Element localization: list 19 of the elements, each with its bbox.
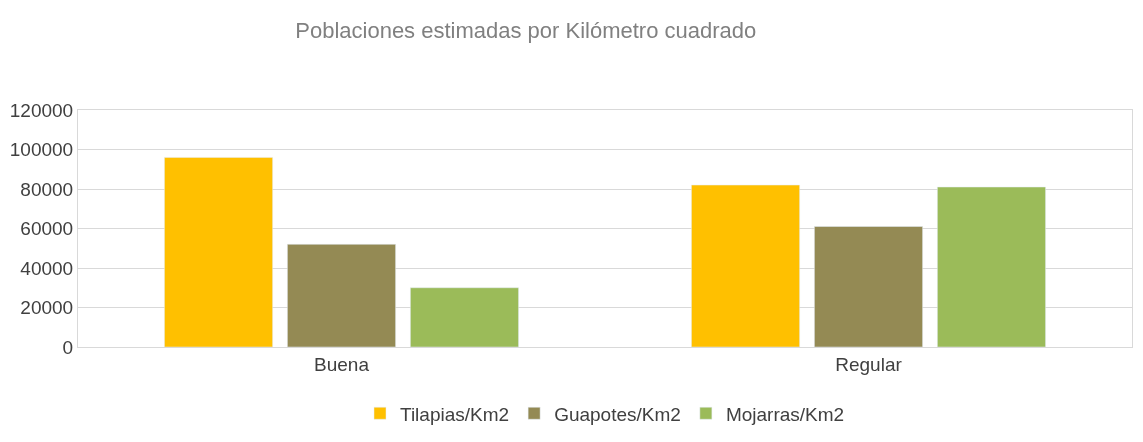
- y-tick-label: 20000: [20, 297, 74, 319]
- bar: [287, 244, 396, 347]
- chart-title: Poblaciones estimadas por Kilómetro cuadrado: [295, 17, 757, 43]
- y-tick-label: 0: [62, 336, 74, 358]
- bar: [937, 186, 1046, 347]
- y-tick-label: 120000: [9, 99, 74, 121]
- bar: [691, 184, 800, 347]
- legend-label: Mojarras/Km2: [725, 403, 845, 425]
- legend-label: Tilapias/Km2: [400, 403, 510, 425]
- y-tick-label: 40000: [20, 257, 74, 279]
- y-tick-label: 100000: [9, 139, 74, 161]
- y-tick-label: 80000: [20, 178, 74, 200]
- legend-label: Guapotes/Km2: [554, 403, 681, 425]
- bar: [164, 157, 273, 347]
- x-tick-label: Regular: [835, 353, 903, 375]
- bar: [410, 287, 519, 347]
- bar: [814, 226, 923, 347]
- y-tick-label: 60000: [20, 218, 74, 240]
- x-tick-label: Buena: [314, 353, 370, 375]
